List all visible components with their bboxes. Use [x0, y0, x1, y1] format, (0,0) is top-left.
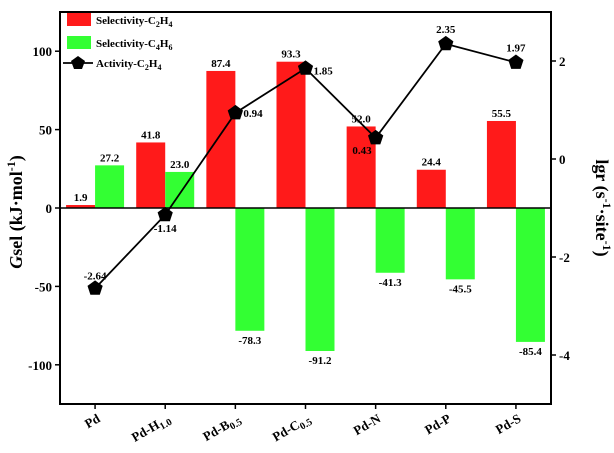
left-axis-ticks: 100 50 0 -50 -100 [28, 44, 60, 373]
right-tick-label-3: -4 [559, 348, 570, 363]
activity-marker-6 [508, 54, 524, 69]
label-c2h4-1: 41.8 [141, 129, 161, 141]
label-c2h4-4: 52.0 [352, 113, 372, 125]
legend: Selectivity-C2H4 Selectivity-C4H6 Activi… [63, 13, 172, 72]
activity-line-layer [87, 35, 524, 295]
legend-label-c4h6-selectivity: Selectivity-C4H6 [96, 38, 172, 52]
bar-c2h4-2 [206, 70, 236, 208]
label-c4h6-6: -85.4 [519, 346, 542, 358]
x-axis-ticks: Pd Pd-H1.0 Pd-B0.5 Pd-C0.5 Pd-N Pd-P Pd-S [82, 404, 524, 448]
activity-marker-5 [438, 35, 454, 51]
label-c2h4-6: 55.5 [492, 108, 512, 120]
right-tick-label-0: 2 [559, 54, 566, 69]
label-activity-1: -1.14 [154, 223, 177, 235]
activity-marker-1 [157, 206, 173, 222]
activity-marker-0 [87, 280, 103, 295]
x-tick-label-6: Pd-S [493, 411, 524, 437]
label-c4h6-4: -41.3 [379, 277, 402, 289]
left-tick-label-1: 50 [39, 123, 52, 138]
label-c2h4-0: 1.9 [74, 192, 88, 204]
bar-c2h4-3 [276, 61, 306, 209]
bar-c2h4-1 [136, 142, 166, 208]
bar-c4h6-5 [445, 208, 475, 280]
left-tick-label-4: -100 [28, 358, 52, 373]
left-tick-label-3: -50 [35, 279, 52, 294]
legend-swatch-c2h4-selectivity [67, 13, 91, 26]
x-tick-label-0: Pd [82, 410, 103, 431]
right-axis-title: lgr (s-1·site-1) [591, 159, 614, 256]
activity-marker-4 [368, 129, 384, 145]
activity-marker-2 [227, 104, 243, 120]
label-c4h6-1: 23.0 [170, 159, 190, 171]
right-tick-label-2: -2 [559, 250, 570, 265]
label-c2h4-2: 87.4 [211, 58, 231, 70]
label-c2h4-5: 24.4 [422, 157, 442, 169]
left-tick-label-0: 100 [33, 44, 53, 59]
bar-c2h4-0 [66, 205, 96, 208]
legend-swatch-c4h6-selectivity [67, 36, 91, 49]
label-activity-2: 0.94 [243, 108, 263, 120]
bar-c4h6-2 [235, 208, 265, 331]
x-tick-label-2: Pd-B0.5 [200, 411, 244, 447]
bar-c4h6-4 [375, 208, 405, 273]
label-activity-3: 1.85 [314, 65, 334, 77]
x-tick-label-3: Pd-C0.5 [270, 411, 315, 447]
bar-c4h6-3 [305, 208, 335, 352]
x-tick-label-1: Pd-H1.0 [129, 411, 174, 448]
label-c4h6-3: -91.2 [309, 355, 332, 367]
bar-c4h6-6 [515, 208, 545, 342]
label-activity-4: 0.43 [352, 145, 372, 157]
bar-c4h6-1 [165, 171, 195, 208]
label-activity-0: -2.64 [84, 270, 107, 282]
bars-layer [66, 61, 545, 352]
label-c4h6-2: -78.3 [238, 335, 261, 347]
right-axis-ticks: 2 0 -2 -4 [551, 54, 570, 363]
label-activity-5: 2.35 [436, 24, 456, 36]
label-activity-6: 1.97 [506, 42, 526, 54]
bar-c4h6-0 [95, 165, 125, 208]
activity-marker-3 [297, 60, 314, 75]
label-c4h6-0: 27.2 [100, 152, 120, 164]
bar-c2h4-6 [486, 120, 516, 208]
left-axis-title: Gsel (kJ·mol-1) [4, 155, 27, 269]
label-c2h4-3: 93.3 [281, 49, 301, 61]
left-tick-label-2: 0 [46, 201, 53, 216]
right-tick-label-1: 0 [559, 152, 566, 167]
label-c4h6-5: -45.5 [449, 283, 472, 295]
legend-label-activity: Activity-C2H4 [96, 58, 161, 72]
legend-marker-activity [71, 56, 85, 69]
x-tick-label-5: Pd-P [422, 411, 453, 438]
x-tick-label-4: Pd-N [351, 410, 384, 438]
data-labels-layer: 1.9 27.2 41.8 23.0 87.4 -78.3 93.3 -91.2 52.0 -41… [74, 24, 543, 367]
bar-c2h4-5 [416, 169, 446, 208]
legend-label-c2h4-selectivity: Selectivity-C2H4 [96, 15, 172, 29]
